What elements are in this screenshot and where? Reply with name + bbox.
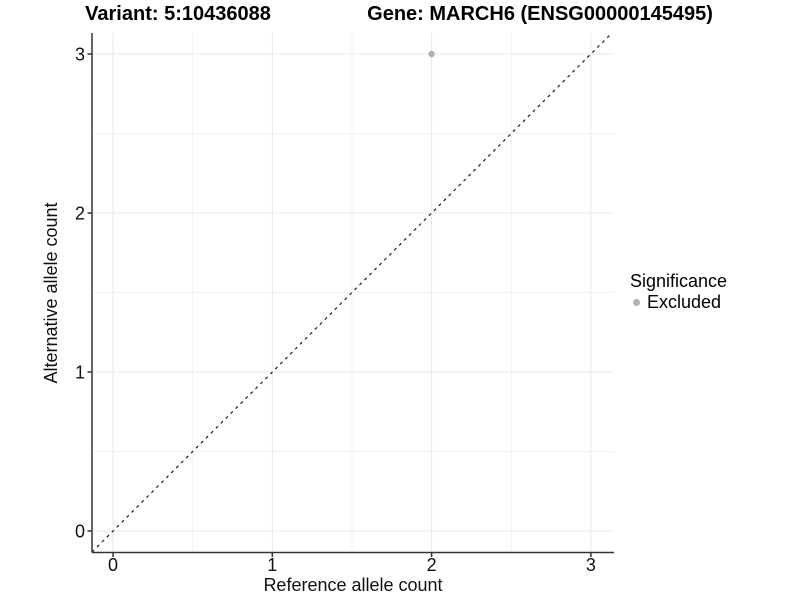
x-tick-label: 2 xyxy=(427,555,437,575)
x-axis-title: Reference allele count xyxy=(263,575,442,595)
legend-item: Excluded xyxy=(630,292,727,312)
y-tick-label: 0 xyxy=(75,522,85,542)
x-tick-label: 3 xyxy=(586,555,596,575)
x-tick-label: 1 xyxy=(267,555,277,575)
legend-items: Excluded xyxy=(630,292,727,312)
circle-marker-icon xyxy=(633,298,640,306)
legend: Significance Excluded xyxy=(630,271,727,312)
y-axis-title: Alternative allele count xyxy=(41,202,61,383)
x-tick-label: 0 xyxy=(108,555,118,575)
data-point xyxy=(428,50,435,58)
y-tick-label: 1 xyxy=(75,363,85,383)
legend-title: Significance xyxy=(630,271,728,291)
legend-item-label: Excluded xyxy=(647,291,722,312)
variant-title: Variant: 5:10436088 xyxy=(85,3,271,25)
y-tick-label: 2 xyxy=(75,204,85,224)
y-tick-label: 3 xyxy=(75,44,85,64)
gene-title: Gene: MARCH6 (ENSG00000145495) xyxy=(367,3,713,25)
